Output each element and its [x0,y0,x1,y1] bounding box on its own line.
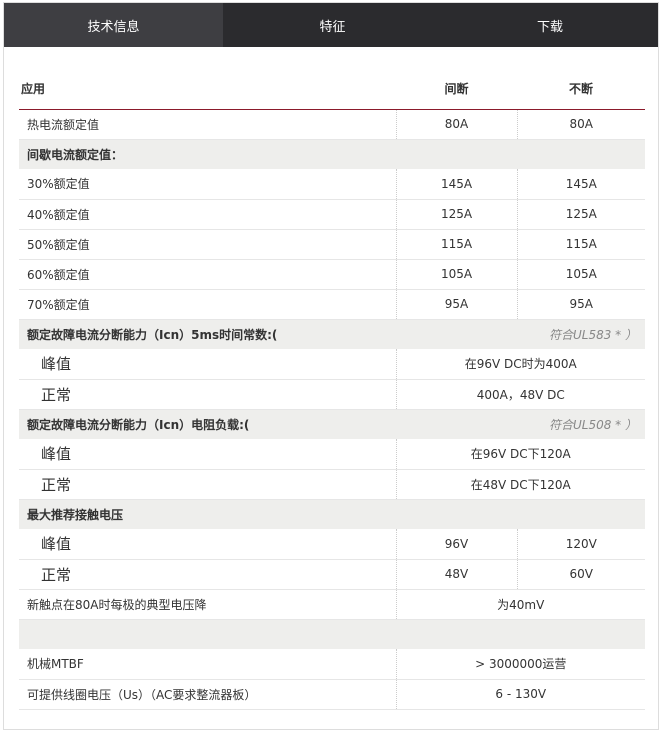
row-value: 为40mV [395,589,645,620]
table-row: 可提供线圈电压（Us）（AC要求整流器板） 6 - 130V [19,679,645,710]
intermittent-value: 115A [395,229,517,260]
section-row: 间歇电流额定值： [19,139,645,169]
intermittent-value: 145A [395,169,517,200]
intermittent-value: 48V [395,559,517,590]
section-label: 符合UL583 * ） 额定故障电流分断能力（Icn）5ms时间常数:( [19,319,645,349]
section-title: 额定故障电流分断能力（Icn）电阻负载:( [27,417,250,432]
section-label: 最大推荐接触电压 [19,499,645,529]
row-label: 正常 [19,559,396,590]
tab-tech-info[interactable]: 技术信息 [4,3,223,47]
tab-features[interactable]: 特征 [319,19,346,35]
row-label: 正常 [19,469,396,500]
continuous-value: 80A [516,109,645,140]
section-title: 额定故障电流分断能力（Icn）5ms时间常数:( [27,327,278,342]
section-row: 符合UL508 * ） 额定故障电流分断能力（Icn）电阻负载:( [19,409,645,439]
section-row: 最大推荐接触电压 [19,499,645,529]
section-title: 间歇电流额定值： [27,147,124,162]
continuous-value: 60V [516,559,645,590]
row-label: 70%额定值 [19,289,396,320]
section-label: 间歇电流额定值： [19,139,645,169]
continuous-value: 95A [516,289,645,320]
spec-table: 应用 间断 不断 热电流额定值 80A 80A 间歇电流额定值： 30%额定值 145A 1… [19,69,645,710]
header-intermittent: 间断 [396,69,517,110]
row-label: 热电流额定值 [19,109,396,140]
row-value: 在96V DC时为400A [395,349,645,380]
table-row: 正常 48V 60V [19,559,645,590]
row-label: 50%额定值 [19,229,396,260]
row-label: 60%额定值 [19,259,396,290]
row-value: 400A，48V DC [395,379,645,410]
continuous-value: 125A [516,199,645,230]
continuous-value: 105A [516,259,645,290]
table-row: 峰值 96V 120V [19,529,645,560]
row-label: 新触点在80A时每极的典型电压降 [19,589,396,620]
table-row: 机械MTBF > 3000000运营 [19,649,645,680]
row-label: 峰值 [19,349,396,380]
row-label: 峰值 [19,529,396,560]
row-label: 40%额定值 [19,199,396,230]
continuous-value: 120V [516,529,645,560]
row-value: 6 - 130V [395,679,645,710]
tab-downloads[interactable]: 下载 [536,19,563,35]
tab-bar: 技术信息 特征 下载 [4,3,658,47]
table-row: 70%额定值 95A 95A [19,289,645,320]
table-row: 正常 400A，48V DC [19,379,645,410]
continuous-value: 145A [516,169,645,200]
row-label: 正常 [19,379,396,410]
row-label: 峰值 [19,439,396,470]
intermittent-value: 80A [395,109,517,140]
section-row [19,619,645,649]
intermittent-value: 96V [395,529,517,560]
table-row: 峰值 在96V DC下120A [19,439,645,470]
spec-panel: 技术信息 特征 下载 应用 间断 不断 热电流额定值 80A 80A 间歇电流额定值：… [3,2,659,730]
section-label: 符合UL508 * ） 额定故障电流分断能力（Icn）电阻负载:( [19,409,645,439]
section-title: 最大推荐接触电压 [27,507,124,522]
table-row: 40%额定值 125A 125A [19,199,645,230]
table-row: 峰值 在96V DC时为400A [19,349,645,380]
header-continuous: 不断 [517,69,645,110]
section-note: 符合UL583 * ） [548,327,637,342]
section-label [19,619,645,649]
section-row: 符合UL583 * ） 额定故障电流分断能力（Icn）5ms时间常数:( [19,319,645,349]
table-row: 热电流额定值 80A 80A [19,109,645,140]
row-label: 机械MTBF [19,649,396,680]
table-row: 50%额定值 115A 115A [19,229,645,260]
row-value: > 3000000运营 [395,649,645,680]
table-row: 新触点在80A时每极的典型电压降 为40mV [19,589,645,620]
intermittent-value: 105A [395,259,517,290]
row-value: 在96V DC下120A [395,439,645,470]
row-label: 可提供线圈电压（Us）（AC要求整流器板） [19,679,396,710]
intermittent-value: 125A [395,199,517,230]
table-row: 30%额定值 145A 145A [19,169,645,200]
row-value: 在48V DC下120A [395,469,645,500]
row-label: 30%额定值 [19,169,396,200]
table-row: 60%额定值 105A 105A [19,259,645,290]
continuous-value: 115A [516,229,645,260]
table-row: 正常 在48V DC下120A [19,469,645,500]
intermittent-value: 95A [395,289,517,320]
section-note: 符合UL508 * ） [548,417,637,432]
header-application: 应用 [19,69,396,110]
